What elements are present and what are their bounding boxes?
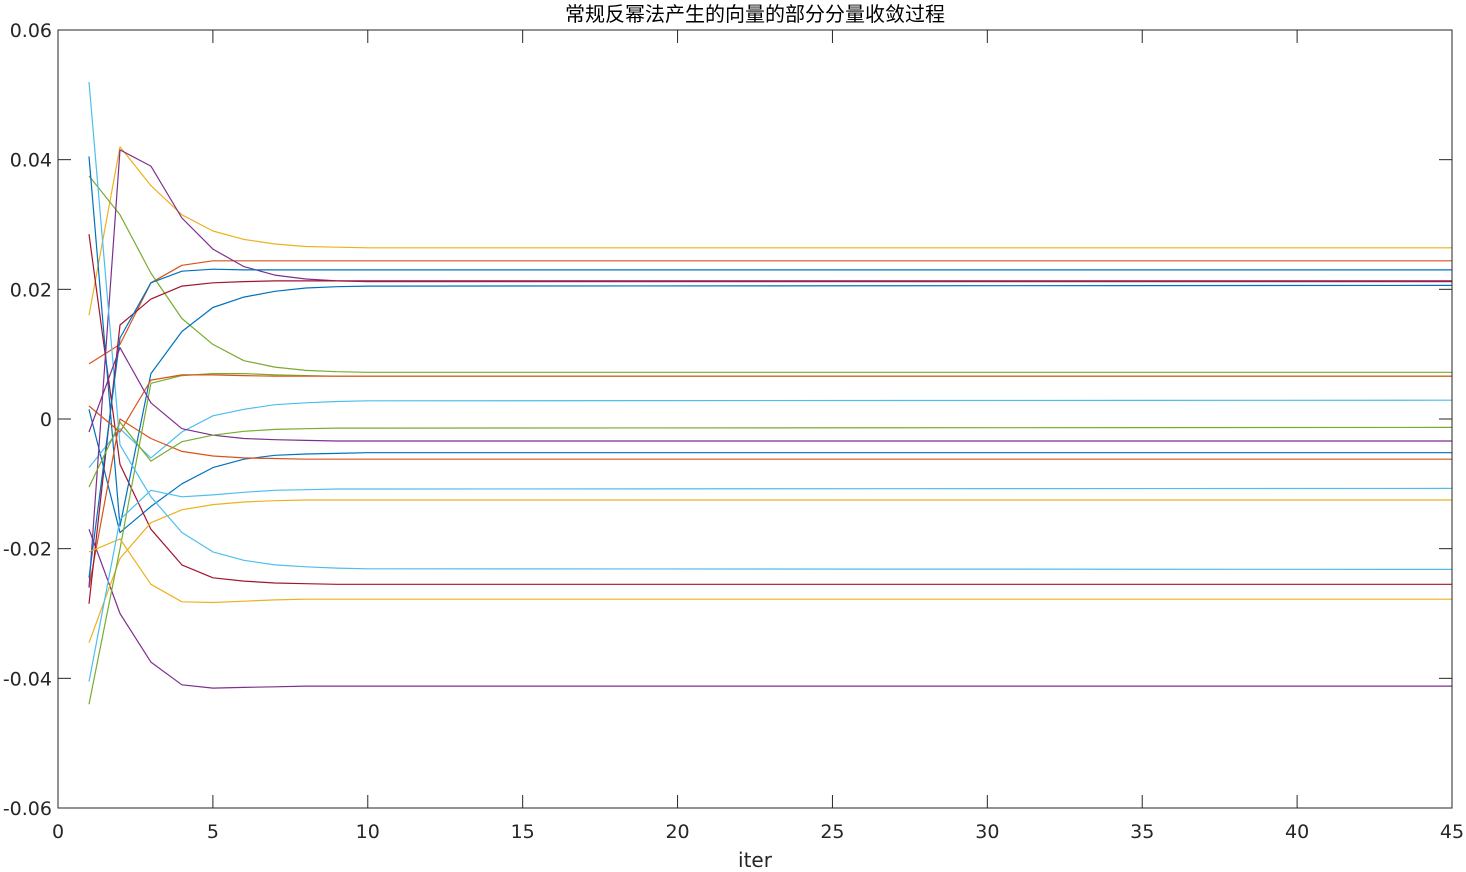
series-line-14 bbox=[88, 280, 1452, 604]
series-line-20 bbox=[88, 487, 1453, 682]
series-line-5 bbox=[88, 175, 1452, 373]
series-layer bbox=[88, 81, 1453, 705]
series-line-1 bbox=[88, 409, 1452, 534]
series-line-4 bbox=[88, 528, 1452, 689]
x-tick-label: 30 bbox=[975, 821, 999, 843]
series-line-2 bbox=[88, 260, 1452, 365]
series-line-19 bbox=[88, 421, 1453, 488]
plot-area bbox=[58, 30, 1452, 808]
y-tick-label: 0.02 bbox=[10, 279, 52, 301]
series-line-10 bbox=[88, 499, 1452, 643]
x-tick-label: 35 bbox=[1130, 821, 1154, 843]
x-tick-label: 15 bbox=[511, 821, 535, 843]
y-tick-label: 0.06 bbox=[10, 20, 52, 42]
y-tick-label: 0.04 bbox=[10, 150, 52, 172]
ticks-layer: 0 5 10 15 20 25 30 35 40 45 -0.06 -0.04 -0.02 0 0.02 0.… bbox=[3, 20, 1464, 843]
series-line-18 bbox=[88, 347, 1452, 442]
series-line-13 bbox=[88, 81, 1453, 571]
series-line-8 bbox=[88, 156, 1453, 527]
x-tick-label: 10 bbox=[356, 821, 380, 843]
series-line-9 bbox=[88, 418, 1452, 588]
series-line-7 bbox=[88, 234, 1452, 585]
series-line-17 bbox=[88, 538, 1452, 604]
x-axis-label: iter bbox=[738, 848, 773, 872]
series-line-15 bbox=[88, 268, 1452, 578]
y-tick-label: -0.02 bbox=[3, 539, 52, 561]
chart-title: 常规反幂法产生的向量的部分分量收敛过程 bbox=[565, 2, 945, 26]
x-tick-label: 20 bbox=[665, 821, 689, 843]
x-tick-label: 40 bbox=[1285, 821, 1309, 843]
series-line-16 bbox=[88, 374, 1452, 433]
y-tick-label: 0 bbox=[40, 409, 52, 431]
y-tick-label: -0.04 bbox=[3, 668, 52, 690]
x-tick-label: 45 bbox=[1440, 821, 1464, 843]
x-tick-label: 5 bbox=[207, 821, 219, 843]
series-line-3 bbox=[88, 146, 1452, 316]
x-tick-label: 0 bbox=[52, 821, 64, 843]
x-tick-label: 25 bbox=[820, 821, 844, 843]
y-tick-label: -0.06 bbox=[3, 798, 52, 820]
